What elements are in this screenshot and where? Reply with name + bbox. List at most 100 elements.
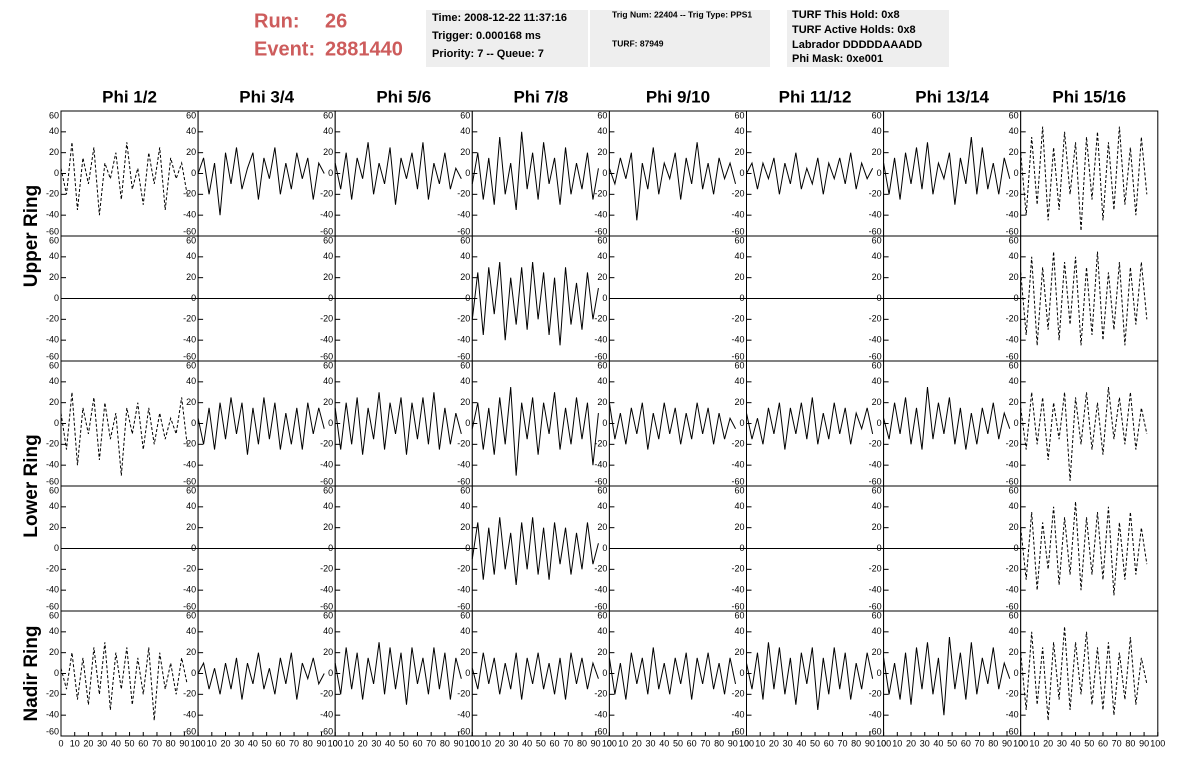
y-tick-label: 20 (1009, 397, 1019, 407)
y-tick-label: -20 (1006, 189, 1019, 199)
y-tick-label: 20 (734, 272, 744, 282)
y-tick-label: -40 (1006, 710, 1019, 720)
y-tick-label: -60 (594, 351, 607, 361)
y-tick-label: -40 (594, 585, 607, 595)
y-tick-label: -20 (731, 314, 744, 324)
y-tick-label: -20 (183, 439, 196, 449)
y-tick-label: -60 (320, 601, 333, 611)
y-tick-label: 60 (186, 235, 196, 245)
y-tick-label: 20 (460, 647, 470, 657)
y-tick-label: 60 (49, 485, 59, 495)
y-tick-label: -20 (869, 564, 882, 574)
y-tick-label: -20 (594, 189, 607, 199)
waveform (334, 142, 462, 205)
y-tick-label: 40 (186, 501, 196, 511)
y-tick-label: 20 (186, 647, 196, 657)
panel (1020, 110, 1159, 237)
y-tick-label: -60 (869, 351, 882, 361)
y-tick-label: -40 (594, 710, 607, 720)
x-tick-label: 60 (412, 738, 422, 748)
waveform (471, 517, 599, 586)
y-tick-label: -40 (46, 710, 59, 720)
y-tick-label: 0 (1014, 668, 1019, 678)
waveform (746, 152, 874, 195)
waveform (883, 386, 1011, 450)
waveform (608, 647, 737, 700)
y-tick-label: -40 (46, 335, 59, 345)
x-tick-label: 80 (440, 738, 450, 748)
info-line: Trigger: 0.000168 ms (432, 30, 541, 42)
y-tick-label: 60 (49, 235, 59, 245)
y-tick-label: -20 (457, 189, 470, 199)
y-tick-label: -60 (731, 476, 744, 486)
x-tick-label: 20 (495, 738, 505, 748)
x-tick-label: 80 (988, 738, 998, 748)
y-tick-label: 0 (191, 293, 196, 303)
y-tick-label: 20 (460, 397, 470, 407)
panel (334, 110, 473, 237)
y-tick-label: 60 (460, 610, 470, 620)
x-tick-label: 30 (97, 738, 107, 748)
x-tick-label: 80 (851, 738, 861, 748)
y-tick-label: -40 (1006, 585, 1019, 595)
waveform (1020, 251, 1148, 346)
y-tick-label: 0 (465, 168, 470, 178)
y-tick-label: 40 (734, 126, 744, 136)
y-tick-label: 20 (49, 647, 59, 657)
y-tick-label: 60 (49, 360, 59, 370)
y-tick-label: -40 (183, 335, 196, 345)
y-tick-label: -20 (46, 689, 59, 699)
waveform (746, 397, 874, 450)
row-title: Lower Ring (21, 434, 42, 537)
y-tick-label: 20 (1009, 272, 1019, 282)
y-tick-label: -20 (869, 189, 882, 199)
y-tick-label: 20 (597, 522, 607, 532)
y-tick-label: 40 (460, 251, 470, 261)
column-title: Phi 9/10 (646, 87, 710, 106)
y-tick-label: 40 (186, 376, 196, 386)
waveform (883, 136, 1011, 205)
panel (334, 485, 473, 612)
y-tick-label: 20 (186, 147, 196, 157)
info-line: TURF Active Holds: 0x8 (792, 24, 916, 36)
y-tick-label: 60 (872, 360, 882, 370)
panel-frame (883, 610, 1022, 737)
y-tick-label: 0 (54, 668, 59, 678)
y-tick-label: -60 (457, 226, 470, 236)
x-tick-label: 100 (1013, 738, 1028, 748)
y-tick-label: 60 (872, 235, 882, 245)
y-tick-label: 20 (186, 397, 196, 407)
waveform (334, 392, 462, 455)
y-tick-label: -40 (320, 335, 333, 345)
y-tick-label: 40 (1009, 376, 1019, 386)
panel-frame (1020, 110, 1159, 237)
x-tick-label: 10 (344, 738, 354, 748)
y-tick-label: 0 (328, 418, 333, 428)
y-tick-label: 40 (460, 626, 470, 636)
panel-frame (60, 360, 199, 487)
event-number: 2881440 (325, 38, 403, 60)
waveform (1020, 126, 1148, 231)
x-tick-label: 90 (454, 738, 464, 748)
y-tick-label: 40 (597, 251, 607, 261)
y-tick-label: 40 (1009, 126, 1019, 136)
x-tick-label: 60 (550, 738, 560, 748)
y-tick-label: -20 (46, 439, 59, 449)
y-tick-label: 40 (597, 626, 607, 636)
y-tick-label: 20 (323, 522, 333, 532)
y-tick-label: -40 (594, 460, 607, 470)
waveform (471, 652, 599, 700)
y-tick-label: 60 (734, 235, 744, 245)
y-tick-label: 60 (597, 610, 607, 620)
y-tick-label: -20 (1006, 439, 1019, 449)
y-tick-label: 20 (323, 397, 333, 407)
y-tick-label: 60 (872, 110, 882, 120)
column-title: Phi 3/4 (239, 87, 294, 106)
panel (746, 360, 885, 487)
waveform (1020, 626, 1148, 721)
panel (608, 110, 748, 237)
panel (471, 485, 610, 612)
y-tick-label: -20 (1006, 689, 1019, 699)
y-tick-label: 40 (460, 376, 470, 386)
x-tick-label: 70 (700, 738, 710, 748)
